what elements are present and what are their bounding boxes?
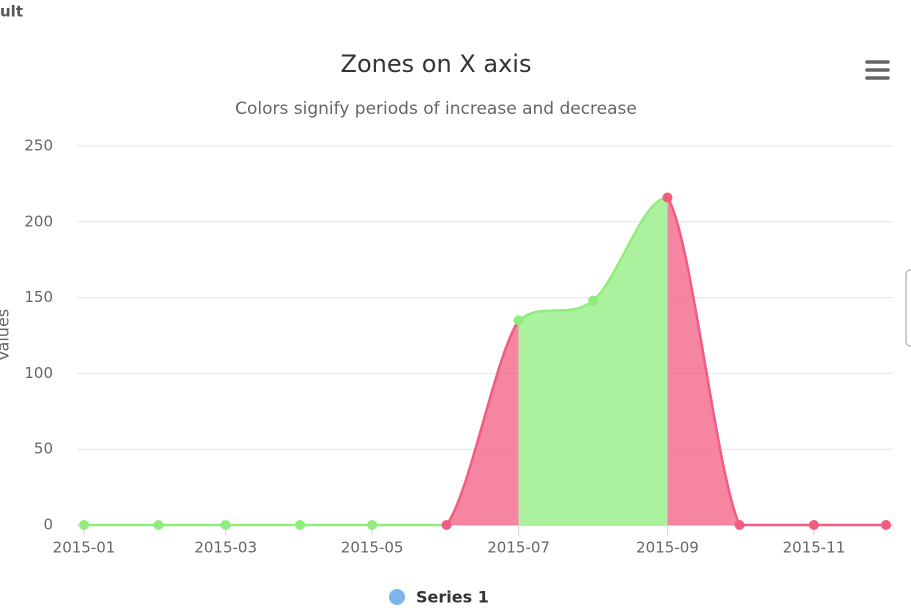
x-tick-label: 2015-01 bbox=[53, 539, 116, 557]
marker bbox=[808, 520, 819, 530]
legend-label: Series 1 bbox=[416, 588, 489, 607]
marker bbox=[734, 520, 745, 530]
line bbox=[667, 196, 886, 527]
side-panel-edge bbox=[905, 269, 911, 347]
chart-title: Zones on X axis bbox=[341, 50, 532, 78]
area bbox=[446, 320, 519, 525]
marker bbox=[79, 520, 89, 530]
page-label: ult bbox=[0, 3, 23, 21]
marker bbox=[367, 520, 378, 530]
legend-symbol bbox=[389, 589, 405, 605]
y-tick-label: 0 bbox=[43, 516, 53, 534]
area bbox=[518, 197, 668, 525]
x-tick-label: 2015-09 bbox=[636, 539, 699, 557]
y-axis-title: Values bbox=[0, 309, 13, 361]
marker bbox=[881, 520, 891, 530]
marker bbox=[513, 315, 524, 326]
marker bbox=[662, 192, 673, 203]
x-tick-label: 2015-05 bbox=[341, 539, 404, 557]
marker bbox=[295, 520, 306, 530]
marker bbox=[588, 295, 599, 306]
marker bbox=[153, 520, 164, 530]
y-tick-label: 250 bbox=[24, 137, 53, 155]
y-tick-label: 200 bbox=[24, 212, 53, 230]
legend-item[interactable]: Series 1 bbox=[389, 588, 489, 607]
area bbox=[667, 197, 886, 526]
x-tick-label: 2015-07 bbox=[487, 539, 550, 557]
x-tick-label: 2015-11 bbox=[783, 539, 846, 557]
chart-subtitle: Colors signify periods of increase and d… bbox=[235, 99, 637, 119]
x-tick-label: 2015-03 bbox=[194, 539, 257, 557]
marker bbox=[220, 520, 231, 530]
y-tick-label: 100 bbox=[24, 364, 53, 382]
marker bbox=[441, 520, 452, 530]
y-tick-label: 50 bbox=[34, 440, 53, 458]
y-tick-label: 150 bbox=[24, 288, 53, 306]
menu-button[interactable] bbox=[860, 56, 896, 86]
